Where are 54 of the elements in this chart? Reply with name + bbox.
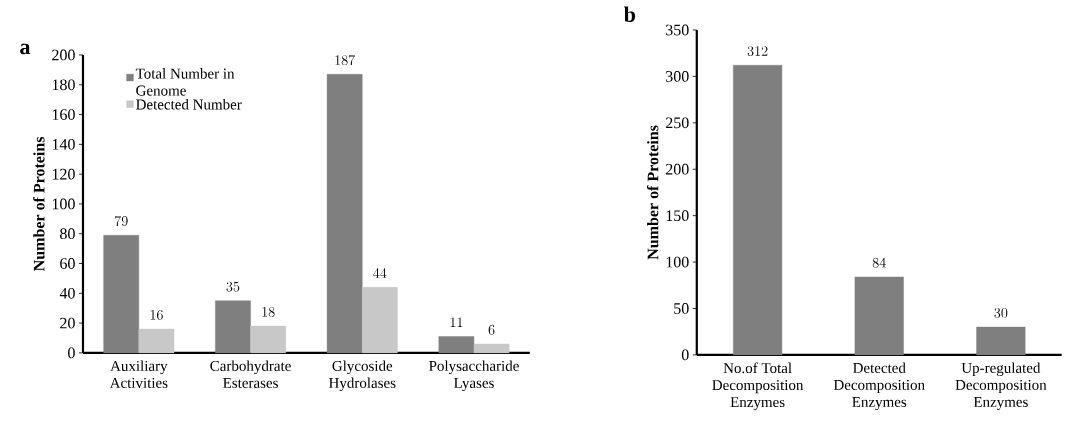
y-tick-label: 80 (60, 228, 75, 240)
y-tick-label: 350 (666, 24, 689, 36)
data-label: 44 (373, 268, 387, 278)
y-tick-label: 40 (59, 287, 75, 299)
y-tick-label: 0 (681, 349, 689, 361)
bar (473, 343, 510, 354)
bar (103, 235, 140, 354)
y-tick-label: 20 (60, 317, 75, 329)
legend-label: Detected Number (136, 99, 242, 110)
data-label: 187 (335, 55, 356, 66)
y-tick-label: 100 (666, 256, 689, 268)
bar (138, 328, 175, 354)
y-tick-label: 0 (68, 347, 75, 359)
y-axis-title: Number of Proteins (33, 137, 45, 272)
y-tick-label: 150 (666, 210, 689, 222)
data-label: 30 (994, 308, 1008, 318)
x-tick-label: No.of Total Decomposition Enzymes (712, 362, 804, 411)
bar (215, 300, 251, 354)
bar (438, 336, 475, 354)
y-tick-label: 60 (60, 258, 75, 269)
legend-label: Total Number in Genome (135, 68, 235, 96)
data-label: 79 (114, 216, 128, 227)
x-tick-label: Up-regulated Decomposition Enzymes (955, 362, 1047, 411)
x-tick-label: Glycoside Hydrolases (328, 360, 396, 392)
y-tick-label: 100 (52, 198, 75, 210)
bar (854, 276, 904, 356)
y-tick-label: 200 (52, 49, 75, 61)
y-tick-label: 140 (52, 139, 75, 150)
bar (976, 326, 1026, 356)
y-tick-label: 200 (665, 163, 689, 175)
x-tick-label: Carbohydrate Esterases (210, 360, 291, 389)
data-label: 18 (262, 307, 275, 317)
bar (250, 325, 286, 354)
bar (362, 287, 398, 354)
y-tick-label: 160 (52, 109, 75, 121)
data-label: 312 (747, 46, 768, 57)
y-tick-label: 50 (674, 303, 689, 314)
x-tick-label: Detected Decomposition Enzymes (833, 362, 925, 411)
data-label: 16 (150, 310, 163, 320)
y-axis-title: Number of Proteins (646, 125, 659, 260)
y-tick-label: 250 (665, 117, 689, 129)
y-tick-label: 180 (52, 79, 75, 91)
x-tick-label: Polysaccharide Lyases (429, 360, 519, 392)
x-tick-label: Auxiliary Activities (109, 360, 168, 389)
y-tick-label: 300 (666, 71, 689, 82)
y-tick-label: 120 (52, 168, 75, 180)
bar (733, 65, 783, 356)
chart-title: b (623, 6, 636, 23)
chart-title: a (20, 43, 31, 55)
data-label: 6 (488, 324, 495, 335)
data-label: 11 (450, 317, 463, 328)
data-label: 35 (226, 281, 240, 292)
data-label: 84 (872, 257, 886, 268)
bar (326, 74, 363, 354)
